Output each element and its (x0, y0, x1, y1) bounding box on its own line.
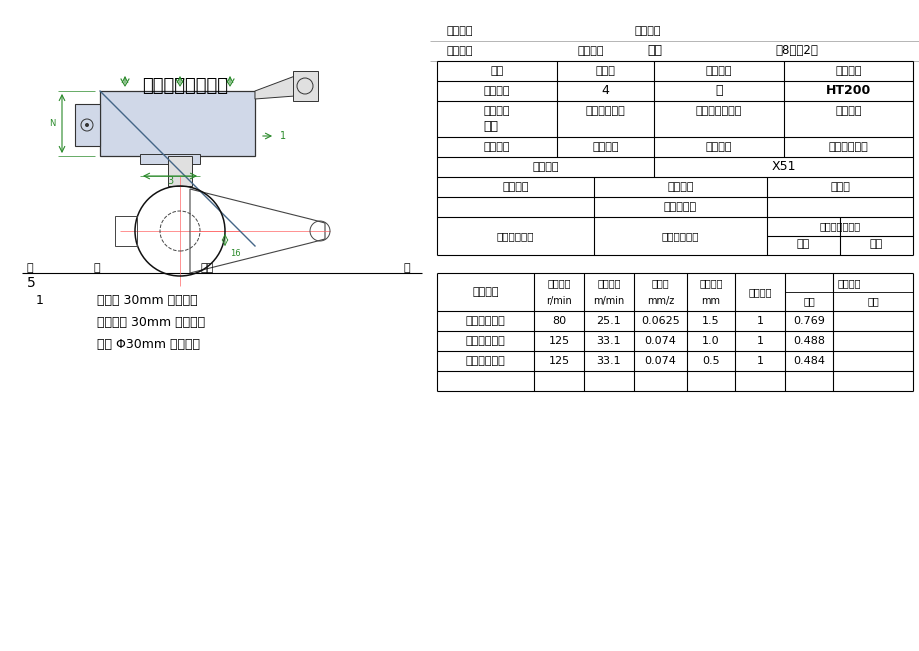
Text: 进给次数: 进给次数 (747, 287, 771, 297)
Bar (168, 156, 192, 186)
Text: 车间: 车间 (490, 66, 503, 76)
Text: 0.484: 0.484 (792, 356, 824, 366)
Text: 高速钢端铣刀: 高速钢端铣刀 (465, 336, 505, 346)
Text: 1: 1 (279, 131, 286, 141)
Text: 步内: 步内 (200, 263, 213, 273)
Text: X51: X51 (770, 161, 795, 174)
Text: 毛坯种类: 毛坯种类 (483, 106, 510, 116)
Text: 单件: 单件 (869, 240, 882, 249)
Text: 切削液: 切削液 (829, 182, 849, 192)
Bar (140, 154, 199, 164)
Text: 产品型号: 产品型号 (447, 26, 473, 36)
Text: 5: 5 (27, 276, 36, 290)
Text: 同时加工件数: 同时加工件数 (828, 142, 868, 152)
Polygon shape (255, 76, 295, 99)
Text: 夹具编号: 夹具编号 (502, 182, 528, 192)
Text: 产品名称: 产品名称 (447, 46, 473, 56)
Text: 金工车间: 金工车间 (483, 86, 510, 96)
Text: 3: 3 (166, 176, 173, 186)
Text: 33.1: 33.1 (596, 356, 620, 366)
Text: 0.074: 0.074 (644, 356, 675, 366)
Text: 25.1: 25.1 (596, 316, 620, 326)
Text: 125: 125 (548, 356, 569, 366)
Text: HT200: HT200 (825, 85, 870, 98)
Text: 工序工时（分）: 工序工时（分） (819, 221, 859, 232)
Text: 容: 容 (403, 263, 410, 273)
Text: 高速钢端铣刀: 高速钢端铣刀 (465, 316, 505, 326)
Text: 辅助: 辅助 (867, 296, 878, 306)
Text: 高速钢端铣刀: 高速钢端铣刀 (465, 356, 505, 366)
Text: 设备编号: 设备编号 (705, 142, 732, 152)
Text: 准终: 准终 (796, 240, 810, 249)
Text: mm: mm (701, 296, 720, 306)
Text: 精铣 Φ30mm 的孔顶面: 精铣 Φ30mm 的孔顶面 (96, 339, 199, 352)
Text: 1: 1 (755, 356, 763, 366)
Text: 铸造: 铸造 (483, 120, 498, 133)
Text: 工: 工 (94, 263, 100, 273)
Text: 80: 80 (551, 316, 565, 326)
Text: 零件名称: 零件名称 (577, 46, 604, 56)
Text: 机动: 机动 (802, 296, 814, 306)
Text: 125: 125 (548, 336, 569, 346)
Text: 工序名称: 工序名称 (705, 66, 732, 76)
Bar (100, 91, 255, 156)
Text: 每毛坯可制件数: 每毛坯可制件数 (695, 106, 742, 116)
Text: mm/z: mm/z (646, 296, 674, 306)
Bar (75, 104, 100, 146)
Text: 0.5: 0.5 (701, 356, 719, 366)
Text: 共8页第2页: 共8页第2页 (774, 44, 817, 57)
Text: 16: 16 (230, 249, 240, 258)
Text: 工序号: 工序号 (595, 66, 615, 76)
Text: 1.0: 1.0 (701, 336, 719, 346)
Text: 0.769: 0.769 (792, 316, 824, 326)
Text: 零件图号: 零件图号 (634, 26, 661, 36)
Text: 工位器具编号: 工位器具编号 (496, 231, 534, 241)
Text: 机械加工工序卡片: 机械加工工序卡片 (142, 77, 228, 95)
Text: 0.488: 0.488 (792, 336, 824, 346)
Text: 工艺装备: 工艺装备 (471, 287, 498, 297)
Text: 夹具名称: 夹具名称 (666, 182, 693, 192)
Text: 半精铣巾 30mm 的孔顶面: 半精铣巾 30mm 的孔顶面 (96, 316, 205, 329)
Text: 1: 1 (36, 294, 44, 307)
Text: m/min: m/min (593, 296, 624, 306)
Text: 工步工时: 工步工时 (836, 278, 860, 288)
Text: 专用铣夹具: 专用铣夹具 (664, 202, 697, 212)
Text: r/min: r/min (546, 296, 572, 306)
Text: 支架: 支架 (646, 44, 662, 57)
Text: 切削速度: 切削速度 (596, 278, 620, 288)
Text: 粗铣巾 30mm 的孔顶面: 粗铣巾 30mm 的孔顶面 (96, 294, 198, 307)
Text: 材料牌号: 材料牌号 (834, 66, 861, 76)
Text: 口: 口 (27, 263, 34, 273)
Text: 立式铣床: 立式铣床 (532, 162, 558, 172)
Text: 切削深度: 切削深度 (698, 278, 722, 288)
Text: 进给量: 进给量 (651, 278, 669, 288)
Text: 0.0625: 0.0625 (641, 316, 679, 326)
Text: 1: 1 (755, 336, 763, 346)
Text: 0.074: 0.074 (644, 336, 675, 346)
Bar (115, 216, 137, 246)
Bar (292, 71, 318, 101)
Text: 主轴转速: 主轴转速 (547, 278, 570, 288)
Text: 工位器具名称: 工位器具名称 (661, 231, 698, 241)
Text: 铣: 铣 (714, 85, 722, 98)
Circle shape (85, 123, 89, 127)
Text: 设备名称: 设备名称 (483, 142, 510, 152)
Text: 1: 1 (755, 316, 763, 326)
Text: 33.1: 33.1 (596, 336, 620, 346)
Text: N: N (49, 119, 55, 128)
Text: 4: 4 (601, 85, 608, 98)
Text: 每台件数: 每台件数 (834, 106, 861, 116)
Text: 设备型号: 设备型号 (592, 142, 618, 152)
Text: 1.5: 1.5 (701, 316, 719, 326)
Text: 毛坯外形尺寸: 毛坯外形尺寸 (585, 106, 625, 116)
